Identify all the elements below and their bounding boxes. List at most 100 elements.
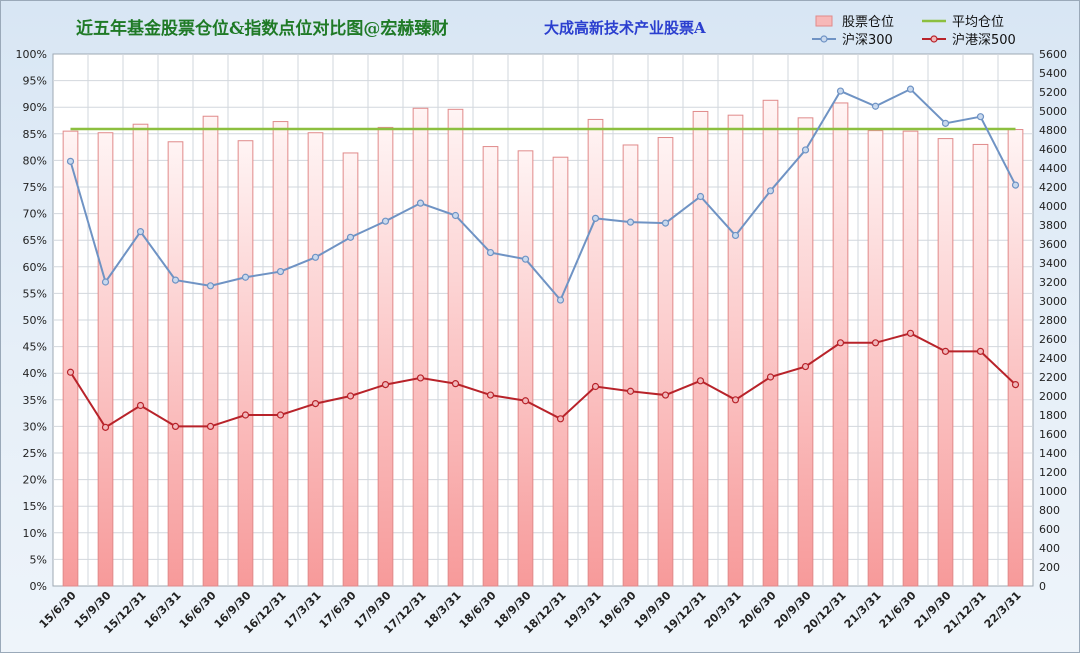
y-left-tick-label: 5% — [30, 553, 47, 566]
bar-stock-position — [657, 137, 674, 587]
y-left-tick-label: 55% — [23, 287, 47, 300]
bar-stock-position — [762, 99, 779, 587]
bar-stock-position — [482, 146, 499, 587]
y-left-tick-label: 90% — [23, 101, 47, 114]
y-right-tick-label: 1800 — [1039, 409, 1067, 422]
point-hs300 — [416, 199, 425, 207]
y-right-tick-label: 600 — [1039, 523, 1060, 536]
bar-stock-position — [97, 132, 114, 587]
y-left-tick-label: 80% — [23, 154, 47, 167]
y-right-tick-label: 200 — [1039, 561, 1060, 574]
legend-swatch-marker — [820, 35, 828, 43]
point-hs300 — [311, 253, 320, 261]
point-hgs500 — [591, 382, 600, 391]
point-hgs500 — [381, 381, 390, 389]
bar-stock-position — [587, 118, 604, 587]
bar-stock-position — [867, 130, 884, 587]
point-hgs500 — [171, 422, 180, 430]
x-tick-label: 16/3/31 — [142, 589, 184, 631]
y-left-tick-label: 25% — [23, 447, 47, 460]
y-right-tick-label: 3800 — [1039, 219, 1067, 232]
point-hs300 — [871, 102, 880, 110]
x-tick-label: 21/3/31 — [842, 589, 884, 631]
y-right-tick-label: 2600 — [1039, 333, 1067, 346]
bar-stock-position — [307, 132, 324, 587]
legend-swatch-stock-position — [815, 15, 833, 27]
bar-stock-position — [447, 108, 464, 587]
bar-stock-position — [167, 141, 184, 587]
y-right-tick-label: 5400 — [1039, 67, 1067, 80]
y-right-tick-label: 800 — [1039, 504, 1060, 517]
point-hgs500 — [836, 339, 845, 347]
y-right-tick-label: 1200 — [1039, 466, 1067, 479]
point-hs300 — [276, 267, 285, 276]
y-right-tick-label: 400 — [1039, 542, 1060, 555]
bar-stock-position — [377, 126, 394, 587]
bar-stock-position — [342, 152, 359, 587]
bar-stock-position — [622, 144, 639, 587]
bar-stock-position — [902, 130, 919, 587]
point-hgs500 — [416, 374, 425, 382]
point-hs300 — [731, 231, 740, 240]
bar-stock-position — [237, 140, 254, 587]
point-hs300 — [661, 219, 670, 227]
point-hgs500 — [1011, 381, 1020, 389]
point-hgs500 — [66, 368, 75, 376]
y-right-tick-label: 3200 — [1039, 276, 1067, 289]
point-hgs500 — [661, 391, 670, 399]
point-hs300 — [486, 248, 495, 257]
x-tick-label: 19/3/31 — [562, 589, 604, 631]
y-right-tick-label: 2800 — [1039, 314, 1067, 327]
legend-label: 平均仓位 — [952, 15, 1004, 30]
point-hgs500 — [731, 396, 740, 404]
y-left-tick-label: 60% — [23, 261, 47, 274]
y-right-tick-label: 4400 — [1039, 162, 1067, 175]
point-hgs500 — [941, 347, 950, 355]
y-left-tick-label: 75% — [23, 181, 47, 194]
point-hgs500 — [521, 397, 530, 405]
x-tick-label: 22/3/31 — [982, 589, 1024, 631]
y-left-tick-label: 95% — [23, 75, 47, 88]
bar-stock-position — [202, 115, 219, 587]
point-hs300 — [556, 296, 565, 304]
x-tick-label: 18/3/31 — [422, 589, 464, 631]
y-right-tick-label: 4600 — [1039, 143, 1067, 156]
x-tick-label: 20/6/30 — [737, 589, 779, 631]
bar-stock-position — [272, 121, 289, 587]
bar-stock-position — [692, 110, 709, 587]
bar-stock-position — [517, 150, 534, 587]
bar-stock-position — [797, 117, 814, 587]
x-tick-label: 15/6/30 — [37, 589, 79, 631]
point-hgs500 — [206, 422, 215, 430]
point-hs300 — [206, 282, 215, 290]
x-tick-label: 16/6/30 — [177, 589, 219, 631]
y-left-tick-label: 0% — [30, 580, 47, 593]
y-right-tick-label: 5600 — [1039, 48, 1067, 61]
y-right-tick-label: 1400 — [1039, 447, 1067, 460]
x-tick-label: 21/6/30 — [877, 589, 919, 631]
point-hs300 — [171, 276, 180, 284]
bar-stock-position — [552, 156, 569, 587]
y-right-tick-label: 4200 — [1039, 181, 1067, 194]
y-right-tick-label: 2000 — [1039, 390, 1067, 403]
point-hgs500 — [136, 401, 145, 410]
point-hgs500 — [906, 329, 915, 337]
point-hgs500 — [346, 392, 355, 400]
bar-stock-position — [937, 138, 954, 587]
point-hs300 — [1011, 181, 1020, 189]
bar-stock-position — [727, 114, 744, 587]
point-hgs500 — [976, 347, 985, 355]
line-hs300 — [69, 87, 1017, 302]
point-hs300 — [451, 211, 460, 220]
y-left-tick-label: 65% — [23, 234, 47, 247]
point-hs300 — [626, 218, 635, 226]
point-hs300 — [346, 233, 355, 241]
y-left-tick-label: 45% — [23, 341, 47, 354]
legend-label: 沪深300 — [842, 32, 893, 48]
chart-title: 近五年基金股票仓位&指数点位对比图@宏赫臻财 — [76, 18, 448, 39]
point-hs300 — [66, 157, 75, 165]
point-hgs500 — [451, 380, 460, 388]
point-hgs500 — [101, 423, 110, 431]
